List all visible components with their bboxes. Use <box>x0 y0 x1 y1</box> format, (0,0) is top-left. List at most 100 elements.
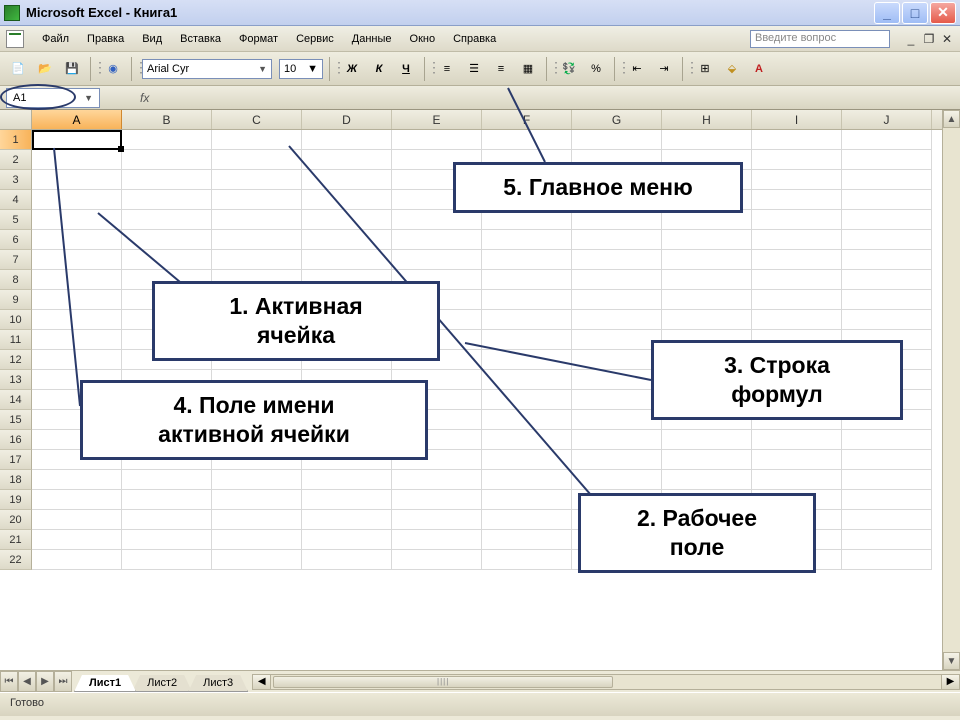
wb-close-button[interactable]: ✕ <box>940 32 954 46</box>
menu-window[interactable]: Окно <box>402 30 444 48</box>
cell[interactable] <box>302 530 392 550</box>
menu-help[interactable]: Справка <box>445 30 504 48</box>
scroll-down-button[interactable]: ▼ <box>943 652 960 670</box>
cell[interactable] <box>842 170 932 190</box>
row-header[interactable]: 17 <box>0 450 32 470</box>
row-header[interactable]: 14 <box>0 390 32 410</box>
sheet-tab[interactable]: Лист2 <box>132 675 192 692</box>
save-button[interactable]: 💾 <box>60 57 84 81</box>
cell[interactable] <box>662 290 752 310</box>
cell[interactable] <box>572 390 662 410</box>
cell[interactable] <box>752 470 842 490</box>
cell[interactable] <box>482 470 572 490</box>
cell[interactable] <box>752 210 842 230</box>
column-header[interactable]: F <box>482 110 572 129</box>
cell[interactable] <box>752 170 842 190</box>
scroll-up-button[interactable]: ▲ <box>943 110 960 128</box>
cell[interactable] <box>302 510 392 530</box>
cell[interactable] <box>572 330 662 350</box>
cell[interactable] <box>482 330 572 350</box>
cell[interactable] <box>842 230 932 250</box>
cell[interactable] <box>572 270 662 290</box>
column-header[interactable]: C <box>212 110 302 129</box>
cell[interactable] <box>482 490 572 510</box>
sheet-nav-next[interactable]: ▶ <box>36 671 54 692</box>
font-color-button[interactable]: A <box>747 57 771 81</box>
cell[interactable] <box>122 250 212 270</box>
cell[interactable] <box>842 450 932 470</box>
row-header[interactable]: 15 <box>0 410 32 430</box>
cell[interactable] <box>32 230 122 250</box>
cell[interactable] <box>752 250 842 270</box>
cell[interactable] <box>572 370 662 390</box>
row-header[interactable]: 13 <box>0 370 32 390</box>
menu-file[interactable]: Файл <box>34 30 77 48</box>
cell[interactable] <box>752 450 842 470</box>
scrollbar-thumb[interactable]: |||| <box>273 676 613 688</box>
cell[interactable] <box>842 250 932 270</box>
column-header[interactable]: I <box>752 110 842 129</box>
wb-minimize-button[interactable]: _ <box>904 32 918 46</box>
cell[interactable] <box>392 250 482 270</box>
cell[interactable] <box>662 130 752 150</box>
cell[interactable] <box>842 150 932 170</box>
cell[interactable] <box>482 290 572 310</box>
cell[interactable] <box>482 390 572 410</box>
cell[interactable] <box>32 550 122 570</box>
cell[interactable] <box>122 470 212 490</box>
cell[interactable] <box>212 150 302 170</box>
row-header[interactable]: 20 <box>0 510 32 530</box>
cell[interactable] <box>572 310 662 330</box>
cell[interactable] <box>842 190 932 210</box>
column-header[interactable]: G <box>572 110 662 129</box>
cell[interactable] <box>392 130 482 150</box>
cell[interactable] <box>482 530 572 550</box>
cell[interactable] <box>482 550 572 570</box>
cell[interactable] <box>752 150 842 170</box>
menu-insert[interactable]: Вставка <box>172 30 229 48</box>
cell[interactable] <box>842 550 932 570</box>
cell[interactable] <box>482 230 572 250</box>
minimize-button[interactable]: _ <box>874 2 900 24</box>
cell[interactable] <box>212 510 302 530</box>
cell[interactable] <box>392 550 482 570</box>
cell[interactable] <box>482 250 572 270</box>
cell[interactable] <box>212 250 302 270</box>
cell[interactable] <box>302 150 392 170</box>
cell[interactable] <box>122 150 212 170</box>
row-header[interactable]: 22 <box>0 550 32 570</box>
cell[interactable] <box>212 170 302 190</box>
scrollbar-track[interactable] <box>943 128 960 652</box>
row-header[interactable]: 9 <box>0 290 32 310</box>
cell[interactable] <box>32 250 122 270</box>
menu-edit[interactable]: Правка <box>79 30 132 48</box>
cell[interactable] <box>32 310 122 330</box>
scroll-right-button[interactable]: ▶ <box>941 675 959 689</box>
row-header[interactable]: 1 <box>0 130 32 150</box>
cell[interactable] <box>302 210 392 230</box>
row-header[interactable]: 21 <box>0 530 32 550</box>
cell[interactable] <box>752 130 842 150</box>
cell[interactable] <box>572 210 662 230</box>
cell[interactable] <box>572 470 662 490</box>
percent-button[interactable]: % <box>584 57 608 81</box>
cell[interactable] <box>572 130 662 150</box>
cell[interactable] <box>32 490 122 510</box>
cell[interactable] <box>122 170 212 190</box>
cell[interactable] <box>122 490 212 510</box>
cell[interactable] <box>662 250 752 270</box>
cell[interactable] <box>32 330 122 350</box>
column-header[interactable]: H <box>662 110 752 129</box>
column-header[interactable]: J <box>842 110 932 129</box>
cell[interactable] <box>212 490 302 510</box>
merge-center-button[interactable]: ▦ <box>516 57 540 81</box>
cell[interactable] <box>482 350 572 370</box>
cell[interactable] <box>122 190 212 210</box>
row-header[interactable]: 18 <box>0 470 32 490</box>
sheet-tab[interactable]: Лист1 <box>74 675 136 692</box>
cell[interactable] <box>482 410 572 430</box>
row-header[interactable]: 8 <box>0 270 32 290</box>
cell[interactable] <box>842 270 932 290</box>
cell[interactable] <box>392 530 482 550</box>
cell[interactable] <box>482 450 572 470</box>
